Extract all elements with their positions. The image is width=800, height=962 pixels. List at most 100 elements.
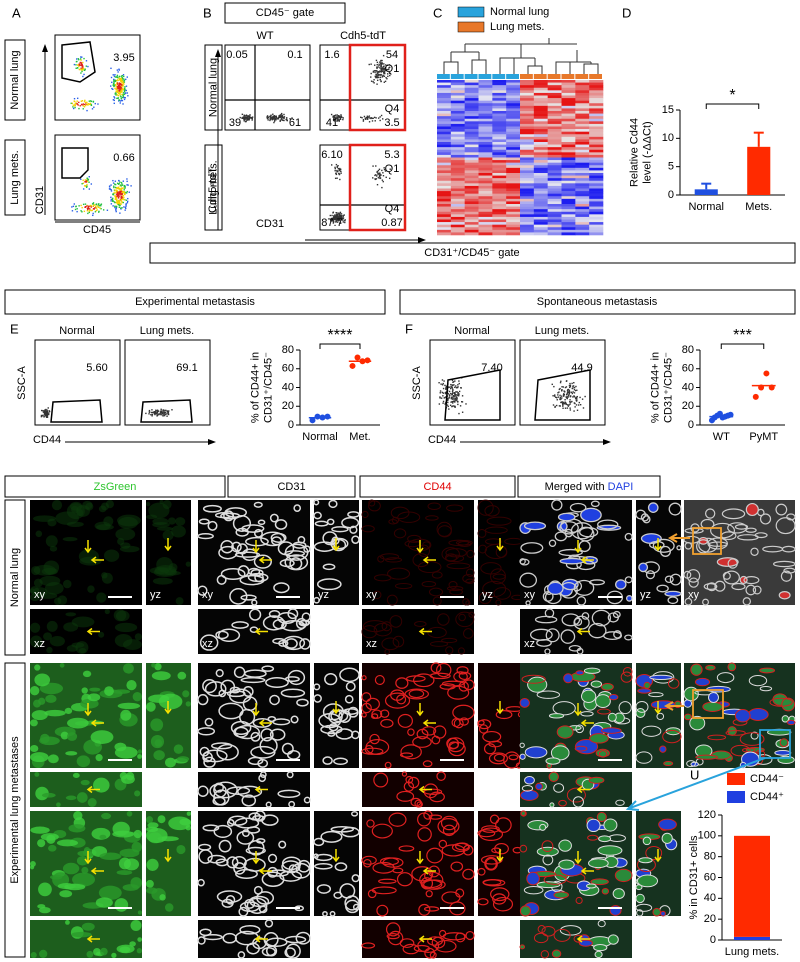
event: [361, 117, 363, 119]
event: [87, 208, 89, 211]
structure: [396, 694, 407, 705]
event: [122, 198, 124, 200]
event: [90, 104, 93, 107]
structure: [286, 771, 294, 779]
event: [562, 401, 565, 404]
event: [566, 389, 569, 392]
event: [112, 200, 114, 203]
event: [380, 114, 383, 117]
event: [273, 121, 275, 124]
heat-cell: [478, 160, 493, 163]
structure: [447, 685, 470, 700]
heat-cell: [506, 180, 521, 184]
structure: [382, 857, 404, 868]
structure: [750, 547, 759, 556]
heat-cell: [492, 118, 507, 122]
event: [330, 220, 332, 223]
event: [166, 410, 169, 412]
event: [108, 185, 111, 187]
structure: [542, 854, 554, 866]
heat-cell: [478, 222, 493, 225]
heat-cell: [589, 126, 604, 130]
heat-cell: [561, 191, 576, 194]
event: [95, 203, 98, 205]
row-label-box: [204, 44, 223, 131]
event: [121, 207, 123, 209]
structure: [64, 883, 86, 891]
structure: [313, 499, 320, 506]
event: [458, 412, 460, 415]
heat-cell: [547, 219, 562, 223]
structure: [46, 834, 56, 844]
event: [457, 392, 459, 394]
heat-cell: [450, 170, 465, 174]
heat-cell: [464, 80, 479, 83]
event: [449, 392, 452, 395]
event: [442, 382, 444, 385]
event: [76, 208, 78, 210]
structure: [748, 675, 768, 687]
heat-cell: [561, 224, 576, 228]
event: [85, 103, 87, 105]
event: [119, 79, 121, 82]
event: [283, 119, 285, 122]
event: [283, 117, 285, 120]
structure: [234, 817, 260, 829]
event: [375, 174, 377, 176]
event: [556, 399, 558, 401]
event: [336, 218, 338, 221]
structure: [641, 725, 662, 737]
structure: [478, 724, 489, 734]
structure: [218, 545, 238, 560]
structure: [669, 573, 682, 586]
structure: [30, 826, 50, 834]
heat-cell: [464, 191, 479, 194]
y-axis-label: % of CD44+ in: [249, 352, 261, 423]
heat-cell: [575, 188, 590, 192]
event: [368, 115, 371, 117]
event: [150, 414, 152, 416]
event: [113, 102, 115, 105]
event: [79, 68, 81, 71]
heat-cell: [533, 87, 548, 91]
event: [333, 114, 336, 117]
structure: [387, 567, 411, 580]
event: [71, 206, 73, 208]
structure: [484, 543, 508, 559]
event: [118, 75, 121, 78]
roi-box: [692, 527, 722, 555]
event: [80, 56, 82, 58]
heat-cell: [547, 100, 562, 104]
heat-cell: [520, 170, 535, 174]
structure: [477, 499, 494, 516]
event: [121, 89, 123, 91]
column-label: Lung mets.: [140, 325, 194, 337]
event: [115, 191, 118, 194]
event: [569, 384, 572, 387]
heat-cell: [533, 154, 548, 158]
event: [450, 401, 452, 403]
structure: [588, 622, 607, 639]
event: [269, 118, 271, 120]
heat-cell: [575, 154, 590, 158]
heat-cell: [450, 209, 465, 213]
flow-plot: [429, 339, 516, 426]
heat-cell: [533, 160, 548, 163]
event: [451, 386, 453, 388]
structure: [429, 587, 444, 597]
structure: [652, 538, 675, 553]
event: [573, 410, 575, 412]
event: [88, 181, 90, 183]
heat-cell: [478, 173, 493, 176]
event: [338, 173, 341, 176]
heat-cell: [575, 198, 590, 202]
pointer-arrow: [332, 701, 340, 715]
structure: [652, 907, 662, 917]
heat-cell: [464, 175, 479, 179]
heat-cell: [506, 162, 521, 166]
event: [78, 58, 80, 61]
event: [455, 395, 457, 398]
event: [384, 69, 386, 71]
heat-cell: [492, 209, 507, 213]
heat-cell: [506, 209, 521, 213]
